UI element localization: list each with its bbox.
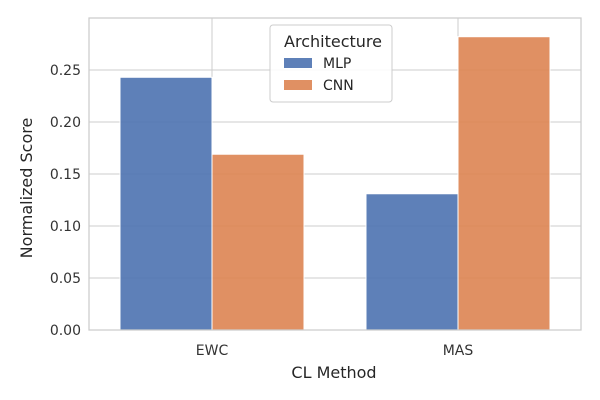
y-tick-label: 0.10 — [50, 219, 81, 235]
legend-title: Architecture — [284, 32, 382, 51]
y-tick-label: 0.20 — [50, 115, 81, 131]
x-tick-label-ewc: EWC — [196, 343, 229, 359]
y-tick-labels: 0.00 0.05 0.10 0.15 0.20 0.25 — [50, 63, 81, 339]
plot-frame — [88, 17, 582, 331]
x-axis-label: CL Method — [291, 363, 376, 382]
legend-swatch-cnn — [284, 80, 312, 90]
bar-mas-cnn — [457, 36, 551, 331]
x-tick-labels: EWC MAS — [196, 343, 474, 359]
legend-label-cnn: CNN — [323, 78, 354, 94]
bars — [119, 36, 551, 331]
legend-label-mlp: MLP — [323, 56, 351, 72]
y-tick-label: 0.05 — [50, 271, 81, 287]
y-tick-label: 0.25 — [50, 63, 81, 79]
x-tick-label-mas: MAS — [443, 343, 474, 359]
bar-ewc-mlp — [119, 76, 213, 331]
y-axis-label: Normalized Score — [17, 118, 36, 259]
y-tick-label: 0.00 — [50, 323, 81, 339]
bar-mas-mlp — [365, 193, 459, 331]
y-tick-label: 0.15 — [50, 167, 81, 183]
legend: Architecture MLP CNN — [269, 24, 393, 103]
bar-ewc-cnn — [211, 153, 305, 331]
legend-swatch-mlp — [284, 58, 312, 68]
